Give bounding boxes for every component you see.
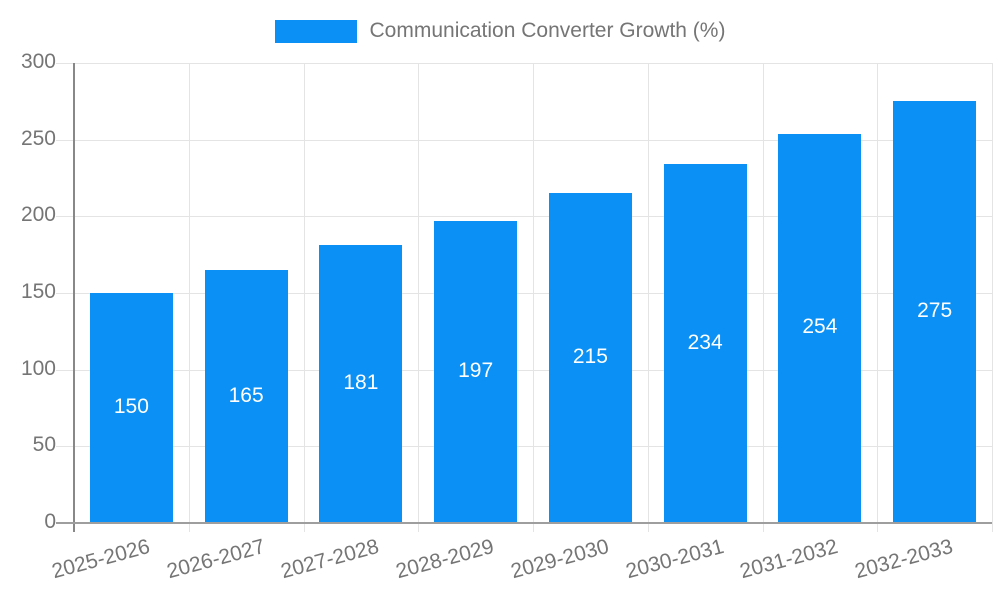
y-tick-mark [56,63,74,64]
x-axis-line [56,522,992,524]
bar-value-label: 215 [572,345,608,369]
y-tick-mark [56,369,74,371]
x-tick-mark [762,523,764,532]
y-tick-label: 200 [20,203,56,227]
x-gridline [533,63,534,523]
bar [204,270,288,523]
y-tick-mark [56,139,74,141]
legend-label: Communication Converter Growth (%) [369,19,726,42]
bar [663,164,747,523]
y-tick-mark [56,293,74,294]
y-axis-line [73,63,75,532]
x-gridline [762,63,764,523]
bar-value-label: 254 [802,315,838,339]
y-tick-label: 250 [20,126,56,150]
bar-value-label: 165 [228,383,264,407]
y-tick-label: 100 [20,356,56,380]
x-tick-mark [418,523,420,532]
x-tick-mark [188,523,190,532]
x-axis-label: 2025-2026 [49,535,153,584]
bar-value-label: 275 [917,299,953,323]
x-axis-label: 2032-2033 [852,535,956,584]
x-axis-label: 2026-2027 [164,535,268,584]
x-tick-mark [992,523,993,532]
bar [319,245,403,523]
bar [893,101,977,523]
x-gridline [418,63,420,523]
y-tick-mark [56,446,74,448]
x-gridline [877,63,879,523]
x-tick-mark [533,523,534,532]
y-tick-label: 50 [32,433,56,457]
legend-swatch [274,19,357,43]
bar [548,193,632,523]
bar [434,220,518,523]
x-axis-label: 2029-2030 [508,535,612,584]
y-tick-mark [56,216,74,218]
x-axis-label: 2031-2032 [737,535,841,584]
x-gridline [303,63,305,523]
x-tick-mark [647,523,649,532]
bar [89,293,173,523]
y-tick-label: 300 [20,50,56,73]
bar-value-label: 150 [113,395,149,418]
y-tick-label: 150 [20,280,56,303]
y-tick-label: 0 [44,510,56,533]
bar-value-label: 181 [343,371,379,395]
x-axis-label: 2027-2028 [278,535,382,584]
bar-value-label: 234 [687,330,723,354]
x-gridline [992,63,993,523]
x-axis-label: 2030-2031 [623,535,727,584]
bar-value-label: 197 [458,358,494,382]
x-gridline [188,63,190,523]
x-axis-label: 2028-2029 [393,535,497,584]
bar [778,133,862,523]
legend: Communication Converter Growth (%) [0,19,1000,43]
x-gridline [647,63,649,523]
x-tick-mark [877,523,879,532]
x-tick-mark [303,523,305,532]
